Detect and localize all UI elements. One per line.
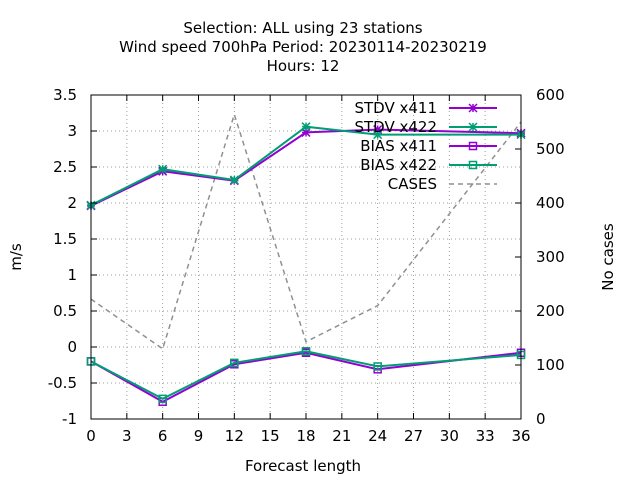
title-line: Hours: 12 <box>267 57 340 75</box>
legend-label: STDV x411 <box>354 99 437 117</box>
data-point <box>301 127 311 137</box>
y-tick-label: 2 <box>67 194 77 212</box>
legend-label: STDV x422 <box>354 118 437 136</box>
x-tick-label: 9 <box>194 427 204 445</box>
data-point <box>158 394 167 404</box>
data-point <box>301 122 311 132</box>
y2-tick-label: 500 <box>536 140 565 158</box>
y2-tick-label: 300 <box>536 248 565 266</box>
y2-axis-title: No cases <box>599 223 617 291</box>
legend-label: CASES <box>388 175 437 193</box>
y-tick-label: 2.5 <box>53 158 77 176</box>
y2-tick-label: 600 <box>536 86 565 104</box>
data-point <box>158 164 168 174</box>
series-line-stdv-x411 <box>90 128 522 207</box>
series-line-stdv-x422 <box>90 125 521 207</box>
legend-label: BIAS x422 <box>360 156 437 174</box>
y-tick-label: 3.5 <box>53 86 77 104</box>
legend-marker <box>468 160 478 170</box>
x-tick-label: 6 <box>158 427 168 445</box>
data-point <box>373 362 382 371</box>
data-point <box>373 125 383 135</box>
y-tick-label: -1 <box>62 410 77 428</box>
x-tick-label: 27 <box>404 427 423 445</box>
title-line: Wind speed 700hPa Period: 20230114-20230… <box>119 38 487 56</box>
data-point <box>229 175 239 185</box>
legend-marker <box>468 122 478 132</box>
y2-tick-label: 0 <box>536 410 546 428</box>
series-line-bias-x422 <box>90 350 522 400</box>
series-line-bias-x411 <box>90 351 522 403</box>
x-tick-label: 0 <box>86 427 96 445</box>
y-tick-label: 1.5 <box>53 230 77 248</box>
y-tick-label: 0.5 <box>53 302 77 320</box>
title-line: Selection: ALL using 23 stations <box>183 19 422 37</box>
y-tick-label: 0 <box>67 338 77 356</box>
x-tick-label: 18 <box>296 427 315 445</box>
x-tick-label: 33 <box>476 427 495 445</box>
series-layer <box>86 111 526 406</box>
legend-marker <box>468 141 478 151</box>
legend-marker <box>468 103 478 113</box>
y2-tick-label: 200 <box>536 302 565 320</box>
x-tick-label: 21 <box>332 427 351 445</box>
ticks: 0 3 6 9 12 15 18 21 24 27 30 33 36-1-0.500.511.522.5… <box>48 86 565 445</box>
data-point <box>230 358 239 368</box>
x-tick-label: 3 <box>122 427 132 445</box>
data-point <box>373 130 383 140</box>
y2-tick-label: 100 <box>536 356 565 374</box>
legend-label: BIAS x411 <box>360 137 437 155</box>
x-tick-label: 12 <box>225 427 244 445</box>
y-axis-title: m/s <box>7 243 25 271</box>
x-tick-label: 36 <box>511 427 530 445</box>
grid <box>91 95 521 419</box>
x-tick-label: 30 <box>440 427 459 445</box>
x-tick-label: 15 <box>261 427 280 445</box>
series-line-cases <box>90 111 522 351</box>
data-point <box>301 347 311 356</box>
y-tick-label: -0.5 <box>48 374 77 392</box>
y-tick-label: 3 <box>67 122 77 140</box>
y2-tick-label: 400 <box>536 194 565 212</box>
y-tick-label: 1 <box>67 266 77 284</box>
x-axis-title: Forecast length <box>245 457 361 475</box>
x-tick-label: 24 <box>368 427 387 445</box>
